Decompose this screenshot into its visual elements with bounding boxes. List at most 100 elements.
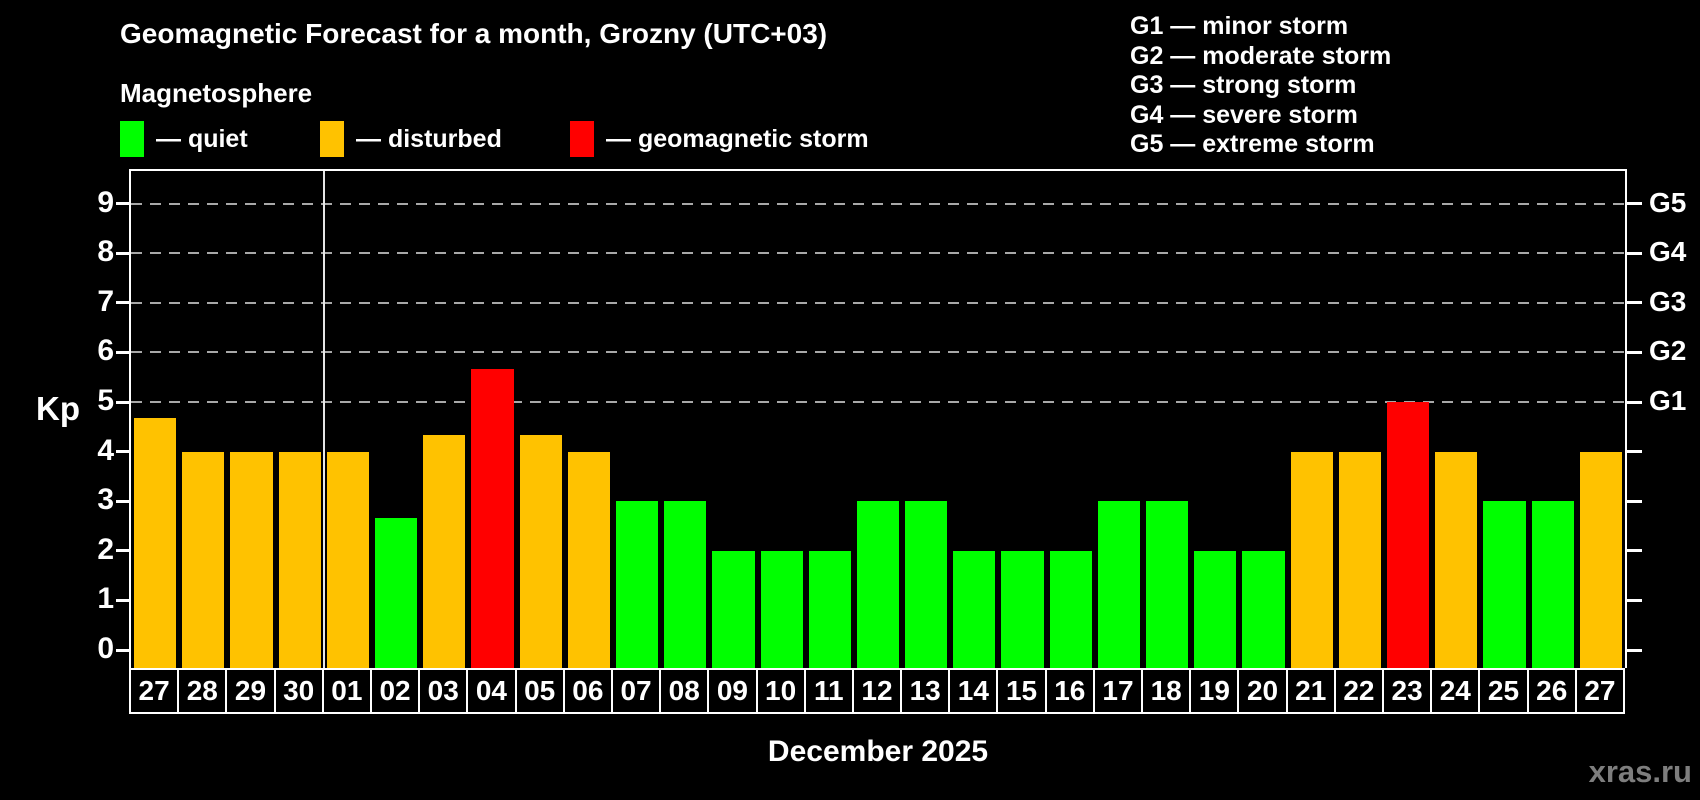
- day-label-11: 11: [803, 668, 854, 714]
- day-label-28: 28: [177, 668, 228, 714]
- y-axis-label-2: 2: [97, 532, 114, 566]
- right-tick-1: [1627, 598, 1642, 602]
- day-label-27: 27: [129, 668, 180, 714]
- left-tick-2: [116, 549, 131, 553]
- kp-bar-19: [1194, 550, 1237, 668]
- y-axis-label-8: 8: [97, 235, 114, 269]
- day-label-14: 14: [948, 668, 999, 714]
- kp-bar-10: [760, 550, 803, 668]
- y-axis-label-4: 4: [97, 433, 114, 467]
- day-label-15: 15: [996, 668, 1047, 714]
- legend-item-quiet: — quiet: [120, 118, 248, 160]
- kp-bar-24: [1435, 451, 1478, 668]
- right-tick-6: [1627, 350, 1642, 354]
- storm-scale-g2: G2 — moderate storm: [1130, 41, 1392, 70]
- y-axis-label-9: 9: [97, 185, 114, 219]
- kp-bar-21: [1290, 451, 1333, 668]
- gridline-kp9: [131, 202, 1625, 205]
- g-axis-label-g4: G4: [1649, 236, 1687, 268]
- legend-item-disturbed: — disturbed: [320, 118, 502, 160]
- day-label-17: 17: [1092, 668, 1144, 714]
- kp-bar-07: [615, 501, 659, 668]
- kp-bar-03: [423, 435, 466, 668]
- kp-bar-30: [278, 451, 321, 668]
- y-axis-title: Kp: [36, 390, 80, 427]
- right-tick-4: [1627, 450, 1642, 454]
- left-tick-7: [116, 301, 131, 305]
- watermark: xras.ru: [1588, 754, 1692, 789]
- right-tick-3: [1627, 499, 1642, 503]
- kp-bar-06: [567, 451, 610, 668]
- y-axis-label-6: 6: [97, 334, 114, 368]
- y-axis-label-1: 1: [97, 582, 114, 616]
- day-label-03: 03: [418, 668, 469, 714]
- right-tick-8: [1627, 251, 1642, 255]
- storm-scale-legend: G1 — minor storm G2 — moderate storm G3 …: [1130, 12, 1391, 160]
- day-label-30: 30: [273, 668, 324, 714]
- day-label-02: 02: [369, 668, 421, 714]
- day-label-09: 09: [707, 668, 758, 714]
- right-tick-2: [1627, 549, 1642, 553]
- day-label-29: 29: [225, 668, 276, 714]
- kp-bar-26: [1531, 501, 1574, 668]
- g-axis-label-g1: G1: [1649, 385, 1687, 416]
- disturbed-color-swatch: [320, 121, 344, 157]
- right-tick-0: [1627, 648, 1642, 652]
- chart-title: Geomagnetic Forecast for a month, Grozny…: [120, 18, 828, 49]
- y-axis-label-5: 5: [97, 384, 114, 417]
- legend-label-storm: — geomagnetic storm: [606, 124, 869, 153]
- kp-bar-14: [953, 550, 996, 668]
- storm-color-swatch: [570, 121, 594, 157]
- day-label-10: 10: [755, 668, 806, 714]
- legend-label-disturbed: — disturbed: [356, 124, 502, 153]
- kp-bar-25: [1483, 501, 1526, 668]
- legend-item-storm: — geomagnetic storm: [570, 118, 869, 160]
- kp-bar-18: [1146, 501, 1189, 668]
- left-tick-4: [116, 450, 131, 454]
- kp-bar-12: [856, 501, 900, 668]
- storm-scale-g4: G4 — severe storm: [1130, 100, 1358, 129]
- kp-bar-09: [712, 550, 755, 668]
- kp-bar-23: [1387, 402, 1430, 668]
- day-label-05: 05: [514, 668, 565, 714]
- left-tick-5: [116, 400, 131, 404]
- kp-bar-20: [1242, 550, 1285, 668]
- kp-bar-08: [664, 501, 707, 668]
- left-tick-3: [116, 499, 131, 503]
- kp-bar-17: [1097, 501, 1141, 668]
- day-label-24: 24: [1430, 668, 1481, 714]
- left-tick-9: [116, 202, 131, 206]
- kp-bar-13: [905, 501, 948, 668]
- right-tick-9: [1627, 202, 1642, 206]
- kp-bar-15: [1001, 550, 1044, 668]
- gridline-kp7: [131, 301, 1625, 304]
- magnetosphere-label: Magnetosphere: [120, 78, 313, 108]
- day-label-22: 22: [1333, 668, 1385, 714]
- kp-bar-05: [519, 435, 562, 668]
- day-label-16: 16: [1044, 668, 1095, 714]
- gridline-kp6: [131, 351, 1625, 354]
- quiet-color-swatch: [120, 121, 144, 157]
- day-label-25: 25: [1478, 668, 1529, 714]
- legend-label-quiet: — quiet: [156, 124, 248, 153]
- g-axis-label-g2: G2: [1649, 335, 1687, 367]
- kp-bar-04: [471, 368, 514, 668]
- g-axis-label-g3: G3: [1649, 285, 1687, 317]
- right-tick-7: [1627, 301, 1642, 305]
- left-tick-1: [116, 598, 131, 602]
- y-axis-label-3: 3: [97, 483, 114, 517]
- left-tick-8: [116, 251, 131, 255]
- kp-bar-27: [1579, 451, 1622, 668]
- day-label-13: 13: [900, 668, 951, 714]
- gridline-kp5: [131, 401, 1625, 403]
- day-label-06: 06: [562, 668, 613, 714]
- day-label-21: 21: [1285, 668, 1336, 714]
- day-label-08: 08: [659, 668, 710, 714]
- left-tick-6: [116, 350, 131, 354]
- day-label-04: 04: [466, 668, 517, 714]
- day-label-23: 23: [1382, 668, 1433, 714]
- left-tick-0: [116, 648, 131, 652]
- kp-bar-28: [182, 451, 225, 668]
- kp-bar-16: [1049, 550, 1092, 668]
